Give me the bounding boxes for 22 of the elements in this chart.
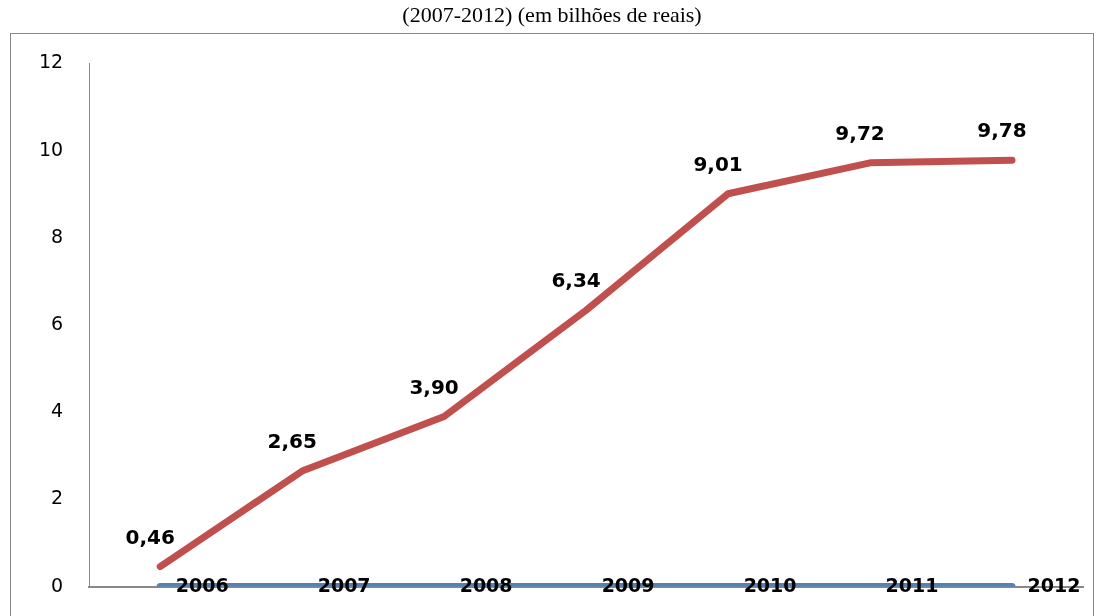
data-label: 6,34 [551, 268, 601, 293]
data-label: 9,01 [693, 151, 743, 176]
x-tick-label: 2008 [459, 573, 513, 596]
data-label: 2,65 [267, 429, 317, 454]
x-tick-label: 2006 [175, 573, 229, 596]
data-label: 9,72 [835, 121, 885, 146]
data-label: 3,90 [409, 374, 459, 399]
x-tick-label: 2012 [1027, 573, 1081, 596]
x-tick-label: 2009 [601, 573, 655, 596]
x-tick-label: 2010 [743, 573, 797, 596]
x-tick-label: 2007 [317, 573, 371, 596]
y-tick-label: 8 [51, 224, 64, 247]
y-tick-label: 2 [51, 486, 64, 509]
y-tick-label: 12 [38, 50, 64, 73]
y-tick-label: 0 [51, 573, 64, 596]
x-tick-label: 2011 [885, 573, 939, 596]
y-tick-label: 4 [51, 399, 64, 422]
chart-title: (2007-2012) (em bilhões de reais) [401, 1, 703, 29]
y-tick-label: 6 [51, 311, 64, 334]
data-label: 9,78 [977, 118, 1027, 143]
y-tick-label: 10 [38, 137, 64, 160]
data-label: 0,46 [125, 524, 175, 549]
